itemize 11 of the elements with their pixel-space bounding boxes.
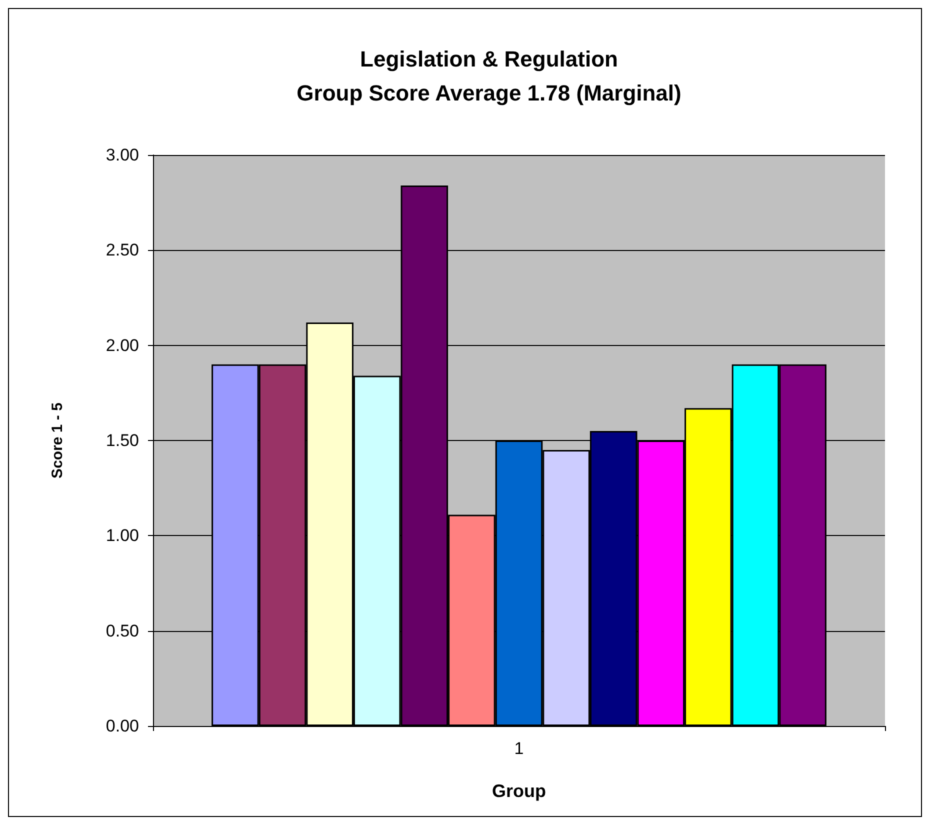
chart-title: Legislation & Regulation Group Score Average 1.78 (Marginal) (296, 46, 682, 106)
x-axis-title: Group (492, 781, 546, 801)
y-tick-label: 2.50 (106, 240, 139, 260)
y-tick-label: 2.00 (106, 336, 139, 355)
x-tick-label: 1 (514, 739, 524, 758)
y-axis-title: Score 1 - 5 (49, 402, 66, 478)
y-tick-label: 3.00 (106, 146, 139, 164)
y-tick-label: 1.50 (106, 431, 139, 450)
y-tick-label: 0.50 (106, 621, 139, 640)
y-tick-label: 1.00 (106, 526, 139, 546)
y-tick-label: 0.00 (106, 716, 139, 736)
